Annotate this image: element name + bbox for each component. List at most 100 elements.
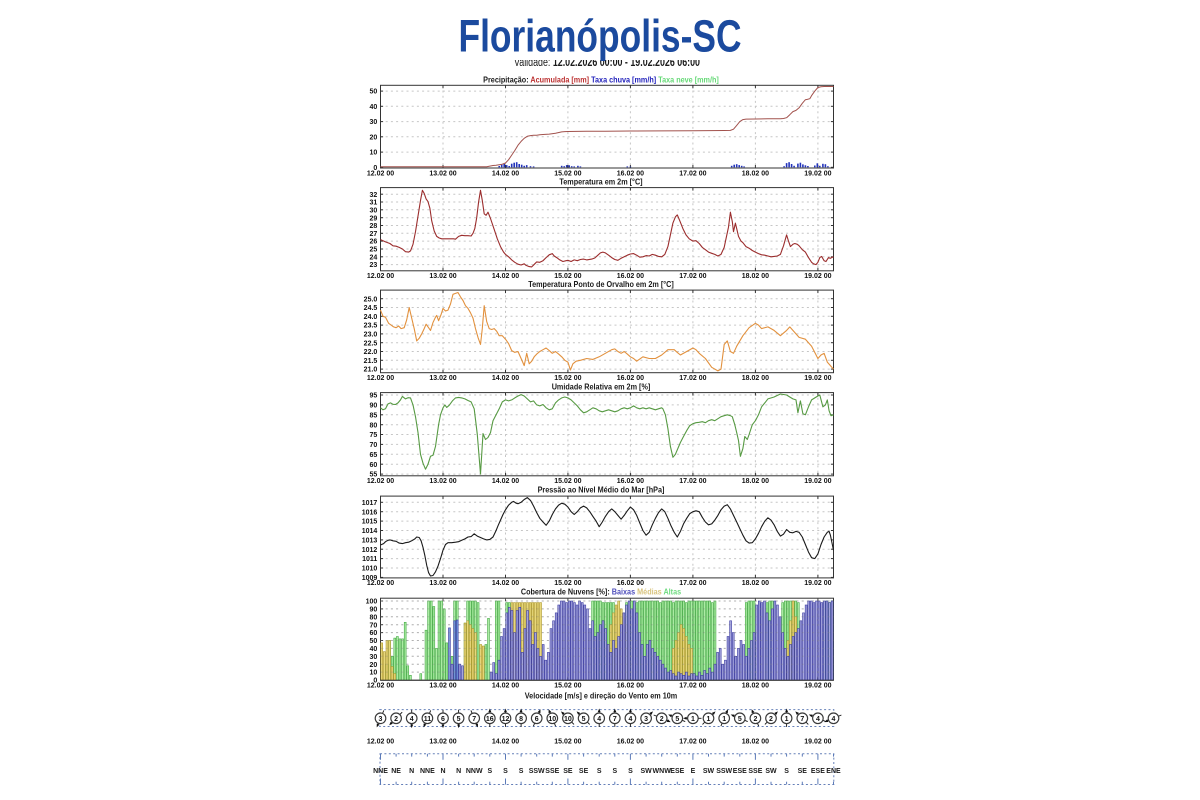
svg-text:Validade: 12.02.2026 00:00 - 1: Validade: 12.02.2026 00:00 - 19.02.2026 … [514, 57, 700, 69]
svg-text:17.02 00: 17.02 00 [679, 170, 706, 177]
svg-text:14.02 00: 14.02 00 [492, 170, 519, 177]
svg-text:50: 50 [370, 89, 378, 96]
svg-text:WNW: WNW [653, 768, 672, 775]
svg-text:6: 6 [441, 716, 445, 723]
svg-text:1013: 1013 [362, 538, 378, 545]
svg-text:29: 29 [370, 215, 378, 222]
svg-text:14.02 00: 14.02 00 [492, 478, 519, 485]
svg-text:Florianópolis-SC: Florianópolis-SC [459, 11, 742, 62]
svg-text:14.02 00: 14.02 00 [492, 738, 519, 745]
svg-text:19.02 00: 19.02 00 [804, 580, 831, 587]
svg-text:60: 60 [370, 462, 378, 469]
svg-text:31: 31 [370, 200, 378, 207]
svg-text:10: 10 [564, 716, 572, 723]
svg-text:1: 1 [722, 716, 726, 723]
svg-text:Cobertura de Nuvens [%]: Baixa: Cobertura de Nuvens [%]: Baixas Médias A… [521, 587, 682, 597]
svg-text:16.02 00: 16.02 00 [617, 478, 644, 485]
svg-text:15.02 00: 15.02 00 [554, 580, 581, 587]
svg-text:18.02 00: 18.02 00 [742, 683, 769, 690]
svg-text:18.02 00: 18.02 00 [742, 478, 769, 485]
svg-text:4: 4 [816, 716, 820, 723]
svg-text:19.02 00: 19.02 00 [804, 738, 831, 745]
svg-text:2: 2 [394, 716, 398, 723]
svg-text:70: 70 [370, 622, 378, 629]
svg-text:17.02 00: 17.02 00 [679, 738, 706, 745]
svg-text:12.02 00: 12.02 00 [367, 170, 394, 177]
svg-text:18.02 00: 18.02 00 [742, 738, 769, 745]
svg-text:12.02 00: 12.02 00 [367, 683, 394, 690]
svg-text:6: 6 [535, 716, 539, 723]
svg-text:1: 1 [785, 716, 789, 723]
svg-text:1009: 1009 [362, 575, 378, 582]
svg-text:S: S [519, 768, 524, 775]
svg-text:1017: 1017 [362, 500, 378, 507]
svg-text:S: S [597, 768, 602, 775]
svg-text:23: 23 [370, 262, 378, 269]
svg-text:2: 2 [753, 716, 757, 723]
svg-text:2: 2 [769, 716, 773, 723]
svg-text:12.02 00: 12.02 00 [367, 738, 394, 745]
svg-text:19.02 00: 19.02 00 [804, 273, 831, 280]
svg-text:SE: SE [563, 768, 573, 775]
svg-text:Velocidade [m/s] e direção do: Velocidade [m/s] e direção do Vento em 1… [525, 691, 678, 701]
svg-text:Pressão ao Nível Médio do Mar: Pressão ao Nível Médio do Mar [hPa] [538, 485, 665, 495]
svg-text:4: 4 [597, 716, 601, 723]
svg-text:17.02 00: 17.02 00 [679, 478, 706, 485]
svg-text:15.02 00: 15.02 00 [554, 683, 581, 690]
svg-text:ESE: ESE [733, 768, 747, 775]
svg-text:1010: 1010 [362, 566, 378, 573]
svg-text:SSW: SSW [716, 768, 732, 775]
svg-text:1011: 1011 [362, 556, 377, 563]
svg-text:24.5: 24.5 [364, 305, 378, 312]
svg-text:90: 90 [370, 607, 378, 614]
svg-text:17.02 00: 17.02 00 [679, 580, 706, 587]
svg-text:14.02 00: 14.02 00 [492, 580, 519, 587]
svg-text:12.02 00: 12.02 00 [367, 580, 394, 587]
svg-text:16.02 00: 16.02 00 [617, 683, 644, 690]
svg-text:15.02 00: 15.02 00 [554, 738, 581, 745]
svg-text:5: 5 [675, 716, 679, 723]
svg-text:13.02 00: 13.02 00 [429, 170, 456, 177]
svg-text:18.02 00: 18.02 00 [742, 375, 769, 382]
svg-text:0: 0 [373, 165, 377, 172]
svg-text:5: 5 [457, 716, 461, 723]
svg-text:1: 1 [691, 716, 695, 723]
svg-text:25.0: 25.0 [364, 296, 378, 303]
svg-text:26: 26 [370, 239, 378, 246]
svg-text:40: 40 [370, 646, 378, 653]
svg-text:90: 90 [370, 403, 378, 410]
svg-text:80: 80 [370, 422, 378, 429]
svg-text:16.02 00: 16.02 00 [617, 580, 644, 587]
svg-text:S: S [628, 768, 633, 775]
svg-text:11: 11 [424, 716, 432, 723]
svg-text:3: 3 [379, 716, 383, 723]
svg-text:1015: 1015 [362, 519, 378, 526]
svg-text:100: 100 [366, 599, 378, 606]
svg-text:Temperatura Ponto de Orvalho e: Temperatura Ponto de Orvalho em 2m [°C] [528, 279, 674, 289]
svg-text:SE: SE [579, 768, 589, 775]
svg-text:5: 5 [738, 716, 742, 723]
svg-text:19.02 00: 19.02 00 [804, 375, 831, 382]
svg-text:3: 3 [644, 716, 648, 723]
svg-text:1014: 1014 [362, 528, 378, 535]
svg-text:12.02 00: 12.02 00 [367, 273, 394, 280]
svg-text:23.5: 23.5 [364, 323, 378, 330]
svg-text:ESE: ESE [670, 768, 684, 775]
svg-text:16: 16 [486, 716, 494, 723]
svg-text:10: 10 [370, 150, 378, 157]
svg-text:21.0: 21.0 [364, 367, 378, 374]
svg-text:15.02 00: 15.02 00 [554, 478, 581, 485]
svg-text:75: 75 [370, 432, 378, 439]
svg-text:N: N [409, 768, 414, 775]
svg-text:80: 80 [370, 614, 378, 621]
svg-text:24.0: 24.0 [364, 314, 378, 321]
svg-text:SSE: SSE [748, 768, 762, 775]
svg-text:18.02 00: 18.02 00 [742, 273, 769, 280]
svg-text:15.02 00: 15.02 00 [554, 273, 581, 280]
svg-text:5: 5 [582, 716, 586, 723]
svg-text:13.02 00: 13.02 00 [429, 683, 456, 690]
svg-text:Temperatura em 2m [°C]: Temperatura em 2m [°C] [559, 177, 642, 187]
svg-text:SW: SW [703, 768, 715, 775]
svg-text:7: 7 [800, 716, 804, 723]
svg-text:27: 27 [370, 231, 378, 238]
